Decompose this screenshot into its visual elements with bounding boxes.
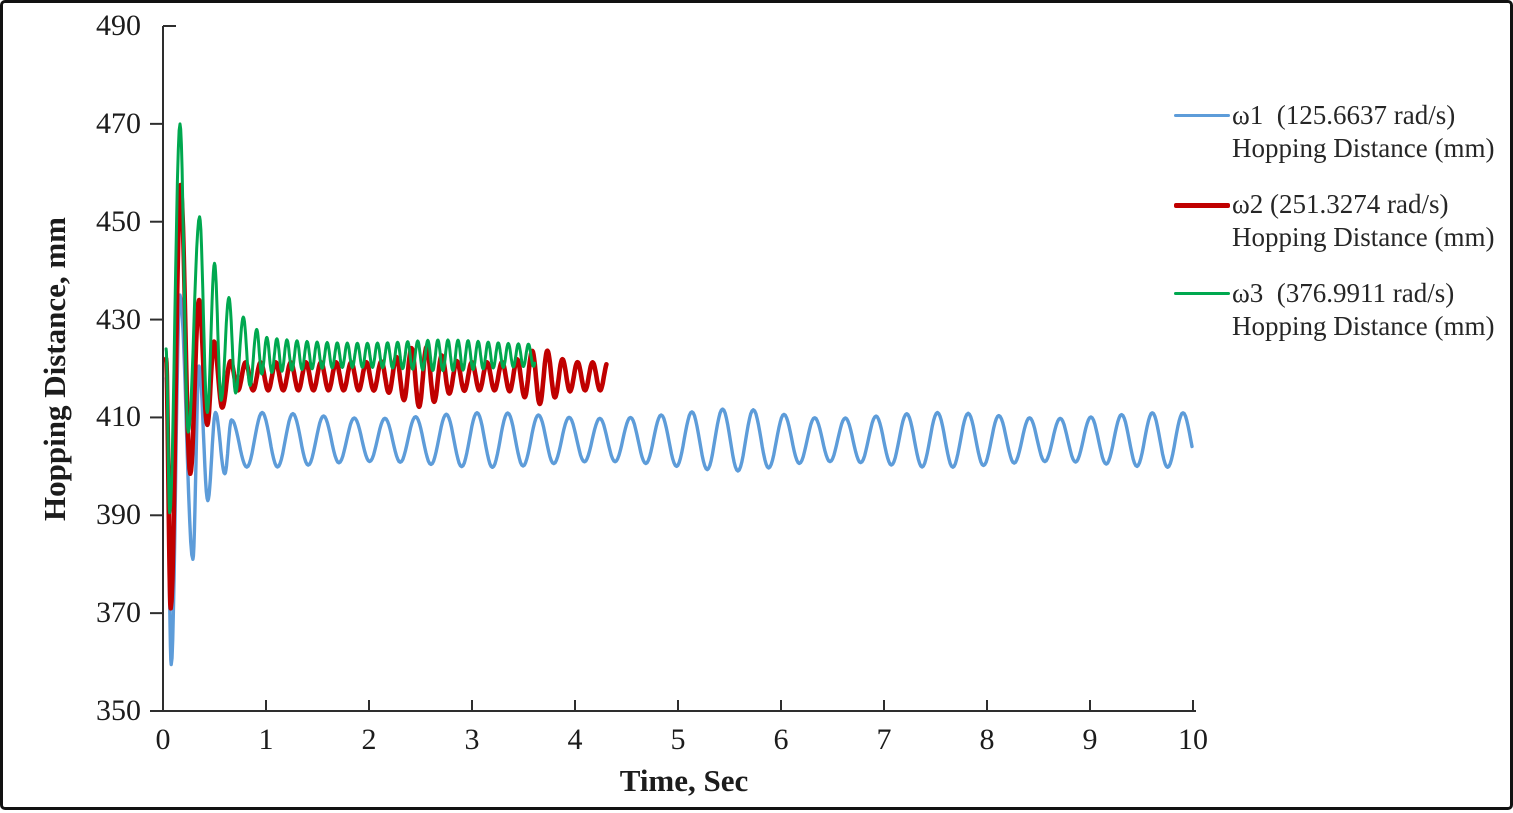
x-axis-title: Time, Sec <box>619 763 749 798</box>
x-tick-label: 4 <box>567 723 583 756</box>
series-line-omega2 <box>163 182 609 611</box>
y-tick-label: 370 <box>96 596 141 630</box>
legend-label-omega1: ω1 (125.6637 rad/s) <box>1232 100 1456 130</box>
plot-canvas <box>150 25 1196 712</box>
legend-line-sample-omega2 <box>1174 203 1230 208</box>
legend-label-omega2: ω2 (251.3274 rad/s) <box>1232 189 1449 219</box>
y-tick-label: 490 <box>96 9 141 42</box>
x-tick-label: 2 <box>361 723 377 756</box>
y-tick-label: 470 <box>96 106 141 140</box>
legend-label-omega3: ω3 (376.9911 rad/s) <box>1232 278 1455 308</box>
x-tick-label: 5 <box>670 723 686 756</box>
y-tick-label: 350 <box>96 694 141 727</box>
x-tick-label: 9 <box>1082 723 1098 756</box>
axes-layer <box>150 25 1196 712</box>
y-tick-label: 390 <box>96 498 141 532</box>
legend-line-sample-omega1 <box>1174 114 1230 117</box>
x-tick-label: 6 <box>773 723 789 756</box>
x-tick-label: 10 <box>1178 723 1208 756</box>
legend: ω1 (125.6637 rad/s) Hopping Distance (mm… <box>1174 99 1504 366</box>
x-tick-label: 8 <box>979 723 995 756</box>
legend-entry-omega3: ω3 (376.9911 rad/s) Hopping Distance (mm… <box>1174 277 1504 343</box>
y-tick-label: 410 <box>96 400 141 434</box>
legend-sublabel-omega3: Hopping Distance (mm) <box>1232 311 1495 341</box>
series-line-omega1 <box>164 293 1194 667</box>
legend-entry-omega2: ω2 (251.3274 rad/s) Hopping Distance (mm… <box>1174 188 1504 254</box>
series-layer <box>163 122 1194 667</box>
legend-sublabel-omega1: Hopping Distance (mm) <box>1232 133 1495 163</box>
x-tick-label: 0 <box>155 723 171 756</box>
y-tick-label: 430 <box>96 302 141 336</box>
series-line-omega3 <box>164 122 537 515</box>
legend-entry-omega1: ω1 (125.6637 rad/s) Hopping Distance (mm… <box>1174 99 1504 165</box>
x-tick-label: 1 <box>258 723 274 756</box>
legend-line-sample-omega3 <box>1174 292 1230 295</box>
y-tick-label: 450 <box>96 204 141 238</box>
x-tick-label: 7 <box>876 723 892 756</box>
legend-sublabel-omega2: Hopping Distance (mm) <box>1232 222 1495 252</box>
y-axis-title: Hopping Distance, mm <box>37 217 72 521</box>
x-tick-label: 3 <box>464 723 480 756</box>
